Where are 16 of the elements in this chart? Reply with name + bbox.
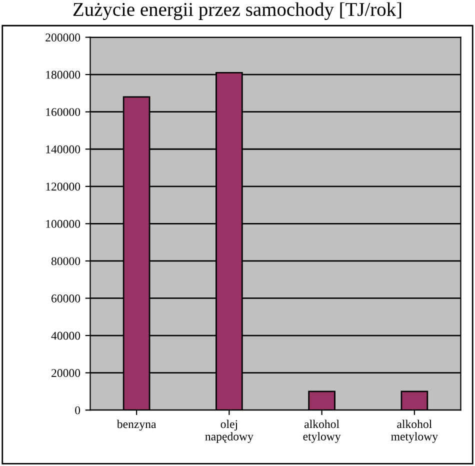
y-tick-label: 80000: [51, 257, 80, 266]
y-tick-label: 100000: [46, 220, 80, 228]
y-tick-label: 140000: [46, 145, 80, 154]
x-tick-label: olej napędowy: [205, 420, 254, 443]
chart-title: Zużycie energii przez samochody [TJ/rok]: [73, 2, 402, 20]
x-tick-label: alkohol etylowy: [303, 420, 341, 443]
y-tick-label: 60000: [52, 294, 80, 302]
x-tick-label: alkohol metylowy: [391, 420, 438, 443]
y-tick-label: 40000: [51, 332, 80, 340]
y-tick-label: 0: [75, 406, 80, 414]
y-tick-label: 180000: [46, 70, 80, 79]
y-tick-label: 200000: [46, 34, 80, 42]
y-tick-label: 120000: [46, 182, 80, 191]
y-tick-label: 20000: [52, 369, 80, 378]
x-tick-label: benzyna: [116, 420, 156, 431]
y-tick-label: 160000: [46, 108, 80, 116]
